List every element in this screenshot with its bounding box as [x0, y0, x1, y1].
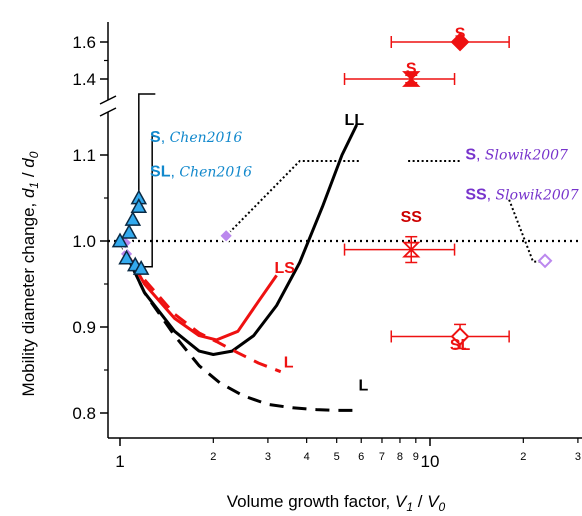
- data-point-diamond-purple-open: [537, 253, 553, 269]
- y-tick-label: 1.0: [72, 232, 96, 251]
- leader-line: [508, 199, 546, 263]
- x-minor-tick-label: 3: [575, 451, 581, 463]
- series-line-l-dashed: [118, 240, 357, 412]
- data-point-triangle: [111, 232, 129, 248]
- y-tick-label: 1.4: [72, 70, 96, 89]
- annotation-label: SS: [401, 209, 423, 226]
- x-minor-tick-label: 2: [210, 451, 216, 463]
- axes: 0.8 0.9 1.0 1.1 1.4 1.6 1 10 2 3 4 5 6 7 8 9 2 3: [72, 22, 582, 471]
- x-minor-tick-label: 6: [358, 451, 364, 463]
- y-tick-label: 0.9: [72, 318, 96, 337]
- data-point-diamond-open: [450, 327, 470, 346]
- x-minor-tick-label: 3: [265, 451, 271, 463]
- annotation-label: LL: [345, 112, 365, 129]
- x-minor-tick-label: 5: [334, 451, 340, 463]
- annotation-label: SL: [450, 337, 471, 354]
- annotation-label: S: [455, 25, 466, 42]
- y-tick-label: 0.8: [72, 404, 96, 423]
- data-point-triangle: [124, 210, 142, 226]
- data-point-triangle: [118, 249, 135, 265]
- data-point-diamond-purple: [217, 227, 235, 245]
- x-axis-title: Volume growth factor, V1 / V0: [227, 492, 446, 514]
- annotation-label: LS: [275, 260, 296, 277]
- annotation-label: S: [406, 60, 417, 77]
- series-line-ll-solid: [118, 124, 359, 356]
- leader-line: [138, 93, 156, 194]
- annotation-label: L: [359, 378, 369, 395]
- annotation-label: S, Chen2016: [150, 129, 242, 146]
- series-line-l-dashed: [118, 240, 282, 374]
- annotation-label: SS, Slowik2007: [465, 187, 578, 204]
- data-point-triangle: [120, 223, 138, 239]
- annotation-label: S, Slowik2007: [465, 146, 568, 163]
- model-curves: [118, 93, 546, 412]
- y-tick-label: 1.1: [72, 146, 96, 165]
- x-tick-label: 1: [115, 452, 124, 471]
- data-points: [111, 32, 553, 350]
- x-minor-tick-label: 8: [397, 451, 403, 463]
- data-point-hourglass: [402, 71, 421, 87]
- y-tick-label: 1.6: [72, 33, 96, 52]
- annotations: S, Chen2016 SL, Chen2016 S, Slowik2007 SS, …: [150, 25, 579, 394]
- x-minor-tick-label: 2: [520, 451, 526, 463]
- data-point-hourglass-open: [402, 241, 421, 258]
- axis-break-mark: [99, 107, 117, 117]
- leader-line: [225, 160, 362, 237]
- data-point-diamond: [450, 32, 470, 52]
- annotation-label: SL, Chen2016: [150, 164, 252, 181]
- x-minor-tick-label: 4: [304, 451, 310, 463]
- y-axis-title: Mobility diameter change, d1 / d0: [19, 151, 41, 396]
- x-minor-tick-label: 9: [413, 451, 419, 463]
- series-line-ls-solid: [118, 240, 278, 342]
- axis-break-mark: [99, 95, 117, 105]
- data-point-triangle: [132, 259, 150, 275]
- x-tick-label: 10: [421, 452, 440, 471]
- x-minor-tick-label: 7: [379, 451, 385, 463]
- annotation-label: L: [284, 354, 294, 371]
- data-point-triangle: [130, 198, 148, 213]
